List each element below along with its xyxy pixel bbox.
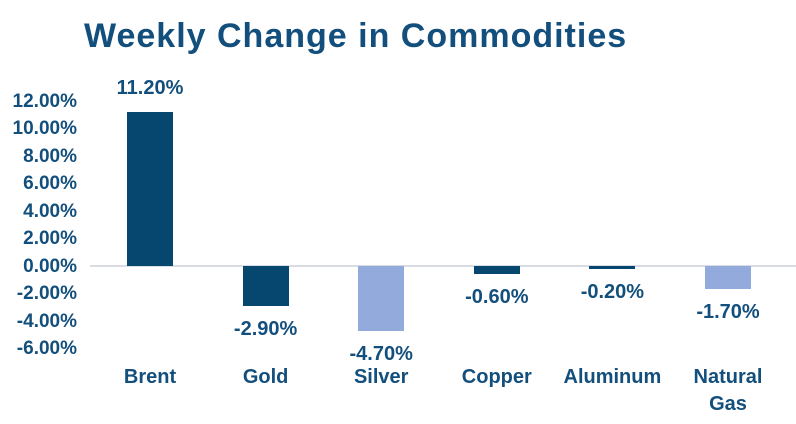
bar-gold: [242, 266, 289, 306]
y-axis-tick-label: 0.00%: [23, 255, 77, 277]
x-axis-label-silver: Silver: [353, 366, 409, 388]
zero-gridline: [90, 265, 796, 267]
y-axis-tick-label: 4.00%: [23, 200, 77, 222]
x-axis-label-copper: Copper: [461, 366, 532, 388]
y-axis-tick-label: -4.00%: [16, 310, 77, 332]
data-label-natural-gas: -1.70%: [696, 301, 760, 324]
bar-aluminum: [589, 266, 636, 269]
data-label-aluminum: -0.20%: [580, 280, 645, 303]
data-label-copper: -0.60%: [465, 286, 529, 309]
x-axis-label-brent: Brent: [123, 366, 177, 388]
data-label-gold: -2.90%: [233, 317, 298, 340]
y-axis-tick-label: 8.00%: [23, 145, 77, 167]
y-axis-tick-label: 10.00%: [12, 118, 77, 139]
x-axis-label-aluminum: Aluminum: [563, 366, 662, 388]
bar-copper: [473, 266, 520, 275]
y-axis-tick-label: -6.00%: [16, 338, 77, 359]
y-axis-tick-label: 2.00%: [23, 228, 77, 249]
y-axis-tick-label: 12.00%: [12, 90, 77, 112]
data-label-silver: -4.70%: [349, 342, 413, 365]
y-axis-tick-label: -2.00%: [16, 283, 77, 304]
bar-natural-gas: [705, 266, 751, 290]
y-axis-tick-label: 6.00%: [23, 173, 77, 194]
x-axis-label-natural-gas: Natural Gas: [693, 366, 763, 415]
bar-brent: [127, 112, 173, 266]
data-label-brent: 11.20%: [116, 77, 184, 99]
x-axis-label-gold: Gold: [242, 366, 289, 388]
bar-silver: [358, 266, 405, 331]
chart-title: Weekly Change in Commodities: [84, 17, 628, 55]
